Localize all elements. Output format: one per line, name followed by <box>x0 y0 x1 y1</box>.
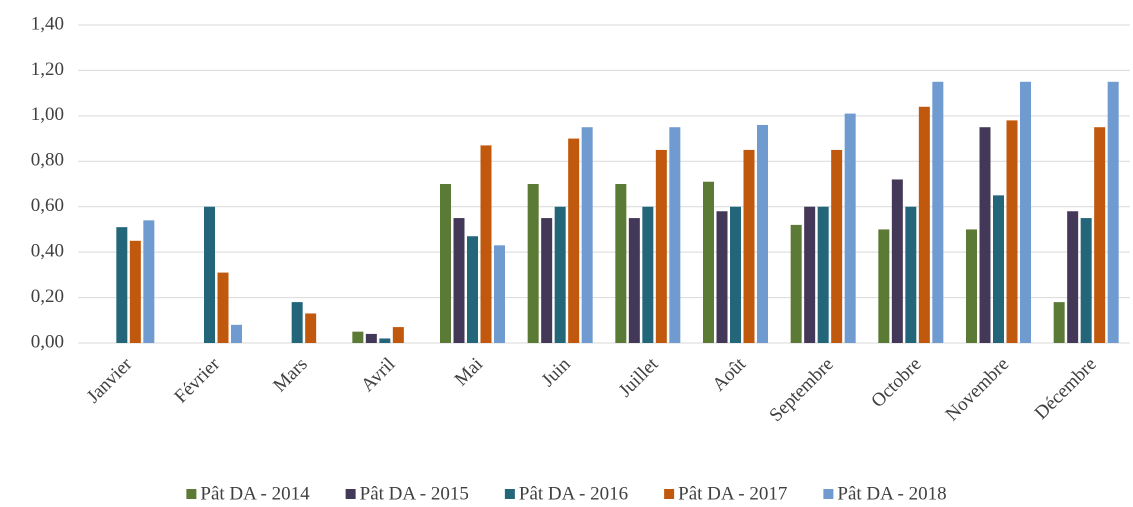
x-tick-label: Février <box>170 353 224 407</box>
bar <box>467 236 478 343</box>
bar <box>352 331 364 343</box>
bar <box>1080 218 1092 343</box>
legend-swatch <box>504 489 515 499</box>
x-tick-label: Septembre <box>765 354 837 426</box>
bar <box>615 184 627 343</box>
bar <box>918 106 930 344</box>
bar <box>1067 211 1079 343</box>
bar <box>116 227 128 343</box>
bar <box>440 184 451 343</box>
x-tick-label: Août <box>708 353 750 395</box>
bar <box>392 327 404 343</box>
bar <box>628 218 640 343</box>
legend-swatch <box>345 489 356 499</box>
bar <box>231 324 242 343</box>
bar <box>669 127 681 343</box>
bar <box>554 206 566 343</box>
bar <box>1053 302 1065 343</box>
legend-label: Pât DA - 2016 <box>519 483 628 504</box>
x-tick-label: Juin <box>538 353 576 391</box>
x-tick-label: Avril <box>357 354 399 396</box>
bar <box>480 145 492 343</box>
bar <box>1006 120 1018 344</box>
bar <box>878 229 890 343</box>
bar <box>716 211 728 343</box>
y-tick-label: 1,20 <box>31 59 64 80</box>
bar <box>757 124 768 343</box>
bar <box>365 333 377 343</box>
bar <box>541 218 553 343</box>
x-tick-label: Novembre <box>942 354 1014 426</box>
x-tick-label: Mai <box>451 354 487 390</box>
bar <box>642 206 654 343</box>
bar <box>804 206 816 343</box>
bar <box>743 149 755 343</box>
bar <box>891 179 903 343</box>
x-tick-label: Janvier <box>83 353 137 407</box>
bar <box>453 218 465 343</box>
bar <box>703 181 714 343</box>
bar <box>831 149 843 343</box>
bar <box>291 302 303 343</box>
bar <box>217 272 229 343</box>
y-tick-label: 0,40 <box>31 241 64 262</box>
bar <box>993 195 1004 343</box>
bar <box>844 113 856 343</box>
bar <box>979 127 991 343</box>
bar <box>817 206 829 343</box>
legend-label: Pât DA - 2015 <box>360 483 469 504</box>
bar <box>966 229 977 343</box>
bar <box>1020 81 1031 344</box>
y-tick-label: 0,80 <box>31 150 64 171</box>
x-tick-label: Juillet <box>615 353 663 401</box>
bar <box>143 220 155 343</box>
bar <box>1094 127 1106 343</box>
bar <box>494 245 505 343</box>
bar <box>305 313 317 343</box>
y-tick-label: 0,60 <box>31 195 64 216</box>
bar <box>1107 81 1119 344</box>
bar <box>581 127 593 343</box>
bar <box>905 206 917 343</box>
bar <box>790 224 802 343</box>
legend-swatch <box>823 489 834 499</box>
legend-label: Pât DA - 2018 <box>837 483 946 504</box>
bar <box>655 149 667 343</box>
bar <box>204 206 215 343</box>
x-tick-label: Mars <box>269 354 311 396</box>
y-tick-label: 1,00 <box>31 104 64 125</box>
bar <box>379 338 391 343</box>
legend-label: Pât DA - 2014 <box>200 483 310 504</box>
legend-label: Pât DA - 2017 <box>678 483 787 504</box>
bar <box>932 81 944 344</box>
y-tick-label: 0,00 <box>31 331 64 352</box>
x-tick-label: Décembre <box>1031 354 1101 424</box>
x-tick-label: Octobre <box>867 354 925 412</box>
bar <box>527 184 539 343</box>
bar <box>730 206 741 343</box>
bar <box>129 240 141 343</box>
y-tick-label: 0,20 <box>31 286 64 307</box>
bar <box>568 138 580 343</box>
legend-swatch <box>186 489 197 499</box>
y-tick-label: 1,40 <box>31 13 64 34</box>
legend-swatch <box>664 489 675 499</box>
